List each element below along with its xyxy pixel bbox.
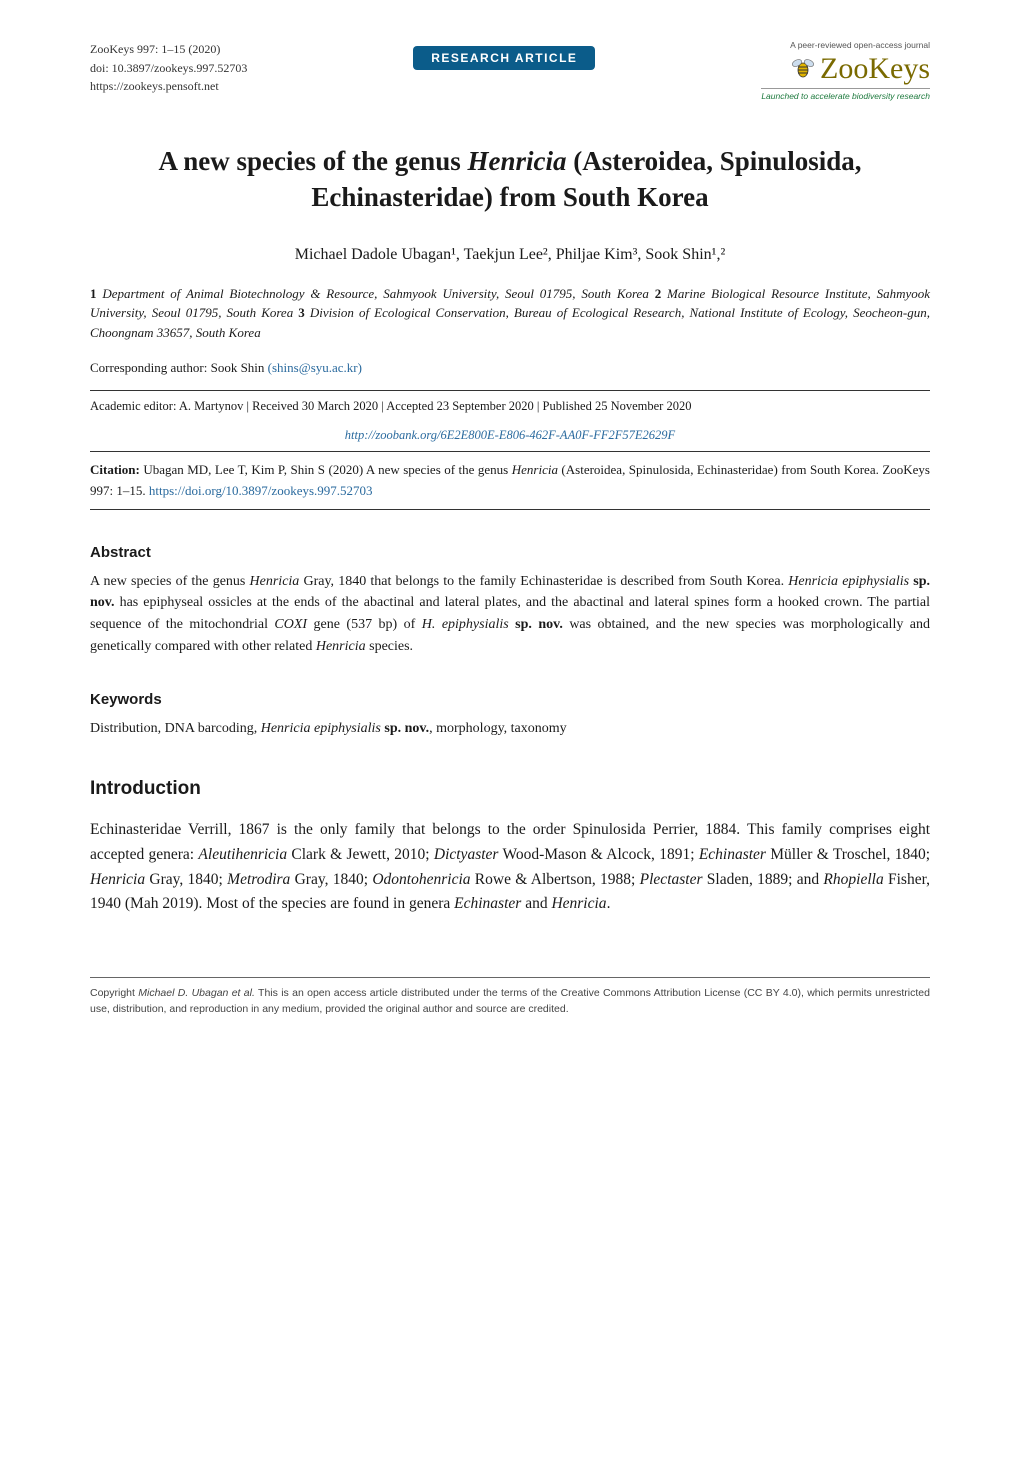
affiliations: 1 Department of Animal Biotechnology & R…	[90, 284, 930, 343]
intro-text: Wood-Mason & Alcock, 1891;	[498, 846, 698, 863]
keywords-text: , morphology, taxonomy	[429, 721, 567, 736]
citation-doi[interactable]: https://doi.org/10.3897/zookeys.997.5270…	[149, 483, 373, 498]
logo-tagline: A peer-reviewed open-access journal	[761, 40, 930, 50]
citation-label: Citation:	[90, 462, 143, 477]
bee-icon	[790, 54, 816, 85]
abstract-text: A new species of the genus	[90, 574, 250, 589]
article-type-badge: RESEARCH ARTICLE	[413, 46, 595, 70]
citation-pre: Ubagan MD, Lee T, Kim P, Shin S (2020) A…	[143, 462, 511, 477]
intro-italic: Odontohenricia	[372, 871, 470, 888]
intro-text: Clark & Jewett, 2010;	[287, 846, 434, 863]
abstract-italic: H. epiphysialis	[422, 617, 509, 632]
keywords-bold: sp. nov.	[384, 721, 429, 736]
doi-line: doi: 10.3897/zookeys.997.52703	[90, 59, 247, 78]
abstract-text: Gray, 1840 that belongs to the family Ec…	[299, 574, 788, 589]
intro-text: Rowe & Albertson, 1988;	[471, 871, 640, 888]
logo-subtitle: Launched to accelerate biodiversity rese…	[761, 88, 930, 101]
abstract-head: Abstract	[90, 544, 930, 561]
intro-text: Gray, 1840;	[145, 871, 227, 888]
zoobank-link[interactable]: http://zoobank.org/6E2E800E-E806-462F-AA…	[345, 428, 675, 442]
title-genus: Henricia	[467, 146, 566, 176]
journal-citation: ZooKeys 997: 1–15 (2020)	[90, 40, 247, 59]
intro-italic: Aleutihenricia	[198, 846, 287, 863]
journal-meta: ZooKeys 997: 1–15 (2020) doi: 10.3897/zo…	[90, 40, 247, 96]
intro-italic: Henricia	[90, 871, 145, 888]
abstract-italic: Henricia	[316, 639, 366, 654]
page-header: ZooKeys 997: 1–15 (2020) doi: 10.3897/zo…	[90, 40, 930, 101]
intro-text: Müller & Troschel, 1840;	[766, 846, 930, 863]
intro-italic: Echinaster	[454, 895, 521, 912]
title-pre: A new species of the genus	[158, 146, 467, 176]
keywords-text: Distribution, DNA barcoding,	[90, 721, 261, 736]
corresponding-author: Corresponding author: Sook Shin (shins@s…	[90, 360, 930, 376]
journal-url[interactable]: https://zookeys.pensoft.net	[90, 79, 219, 93]
abstract-italic: Henricia epiphysialis	[788, 574, 909, 589]
abstract-text: gene (537 bp) of	[307, 617, 422, 632]
intro-text: .	[607, 895, 611, 912]
corresponding-email[interactable]: (shins@syu.ac.kr)	[268, 360, 362, 375]
citation-genus: Henricia	[512, 462, 558, 477]
intro-italic: Rhopiella	[823, 871, 883, 888]
intro-italic: Plectaster	[640, 871, 703, 888]
corresponding-name: Sook Shin	[211, 360, 268, 375]
abstract-text: species.	[366, 639, 413, 654]
corresponding-label: Corresponding author:	[90, 360, 211, 375]
author-list: Michael Dadole Ubagan¹, Taekjun Lee², Ph…	[90, 246, 930, 264]
keywords-italic: Henricia epiphysialis	[261, 721, 381, 736]
footer-text: Copyright	[90, 987, 138, 999]
abstract-bold: sp. nov.	[515, 617, 563, 632]
abstract-italic: COXI	[274, 617, 307, 632]
intro-text: Sladen, 1889; and	[703, 871, 824, 888]
footer-italic: Michael D. Ubagan et al.	[138, 987, 255, 999]
intro-italic: Echinaster	[699, 846, 766, 863]
keywords-body: Distribution, DNA barcoding, Henricia ep…	[90, 718, 930, 740]
intro-body: Echinasteridae Verrill, 1867 is the only…	[90, 818, 930, 917]
abstract-italic: Henricia	[250, 574, 300, 589]
intro-italic: Metrodira	[227, 871, 290, 888]
intro-italic: Dictyaster	[434, 846, 499, 863]
divider	[90, 509, 930, 510]
journal-logo: A peer-reviewed open-access journal ZooK…	[761, 40, 930, 101]
editorial-dates: Academic editor: A. Martynov | Received …	[90, 391, 930, 422]
citation-block: Citation: Ubagan MD, Lee T, Kim P, Shin …	[90, 452, 930, 508]
copyright-footer: Copyright Michael D. Ubagan et al. This …	[90, 977, 930, 1016]
intro-text: Gray, 1840;	[290, 871, 372, 888]
keywords-head: Keywords	[90, 691, 930, 708]
logo-text: ZooKeys	[820, 52, 930, 86]
intro-head: Introduction	[90, 778, 930, 800]
abstract-body: A new species of the genus Henricia Gray…	[90, 571, 930, 658]
intro-italic: Henricia	[551, 895, 606, 912]
affil-1: Department of Animal Biotechnology & Res…	[97, 286, 655, 301]
article-title: A new species of the genus Henricia (Ast…	[90, 143, 930, 216]
intro-text: and	[521, 895, 551, 912]
